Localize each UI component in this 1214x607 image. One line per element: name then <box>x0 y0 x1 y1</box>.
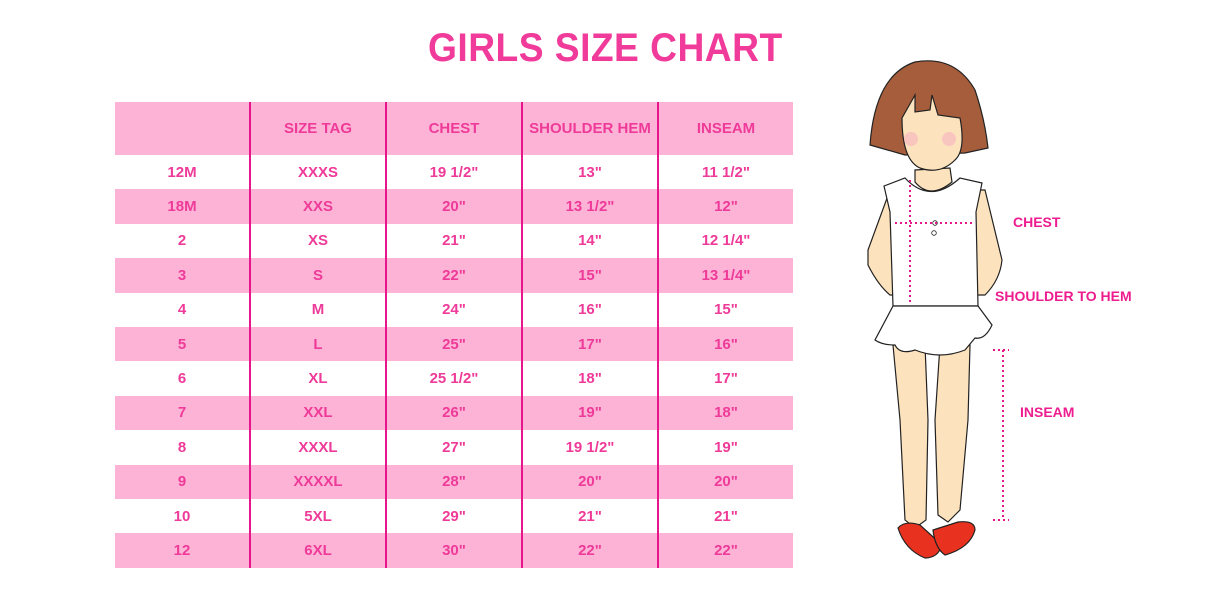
table-cell: 16" <box>657 326 793 362</box>
table-cell: 13 1/4" <box>657 258 793 293</box>
table-cell: XXXXL <box>249 464 386 499</box>
table-cell: XXXS <box>249 155 386 190</box>
table-cell: 30" <box>385 533 522 568</box>
column-header: CHEST <box>385 102 522 155</box>
table-cell: 15" <box>657 292 793 327</box>
table-row: 18M XXS 20" 13 1/2" 12" <box>115 189 793 224</box>
table-row: 10 5XL 29" 21" 21" <box>115 498 793 534</box>
table-cell: 18" <box>657 395 793 431</box>
table-cell: 2 <box>177 232 187 250</box>
table-cell: 27" <box>385 430 522 465</box>
table-row: 2 XS 21" 14" 12 1/4" <box>115 223 793 259</box>
table-cell: 6 <box>177 370 187 388</box>
table-row: 5 L 25" 17" 16" <box>115 326 793 362</box>
table-cell: 25 1/2" <box>385 361 522 396</box>
table-cell: 22" <box>657 533 793 568</box>
table-cell: 8 <box>177 438 187 456</box>
inseam-label: INSEAM <box>1020 404 1075 420</box>
shoulder-to-hem-label: SHOULDER TO HEM <box>995 288 1132 304</box>
table-cell: 13 1/2" <box>521 189 658 224</box>
left-shoe <box>897 522 943 559</box>
skirt <box>874 305 993 356</box>
table-cell: 26" <box>385 395 522 431</box>
table-cell: 12 1/4" <box>657 223 793 259</box>
table-cell: 13" <box>521 155 658 190</box>
table-cell: 10 <box>173 507 191 525</box>
column-header: SHOULDER HEM <box>521 102 658 155</box>
table-row: 3 S 22" 15" 13 1/4" <box>115 258 793 293</box>
table-cell: 21" <box>521 498 658 534</box>
left-leg <box>892 344 929 529</box>
table-cell: XXL <box>249 395 386 431</box>
table-cell: 19" <box>521 395 658 431</box>
column-header <box>115 102 250 155</box>
table-cell: 19 1/2" <box>521 430 658 465</box>
table-cell: 21" <box>657 498 793 534</box>
size-chart-table: SIZE TAG CHEST SHOULDER HEM INSEAM 12M XXXS 1… <box>115 102 793 568</box>
shirt <box>883 177 983 307</box>
table-cell: 6XL <box>249 533 386 568</box>
table-cell: 12 <box>115 533 250 568</box>
table-cell: XL <box>249 361 386 396</box>
table-body: 12M XXXS 19 1/2" 13" 11 1/2" 18M XXS 20" 13 1/2"… <box>115 155 793 568</box>
table-cell: 20" <box>657 464 793 499</box>
table-cell: 29" <box>385 498 522 534</box>
table-cell: 7 <box>115 395 250 431</box>
table-cell: 3 <box>115 258 250 293</box>
table-row: 8 XXXL 27" 19 1/2" 19" <box>115 430 793 465</box>
table-row: 6 XL 25 1/2" 18" 17" <box>115 361 793 396</box>
table-cell: 22" <box>521 533 658 568</box>
table-cell: 11 1/2" <box>657 155 793 190</box>
table-cell: L <box>249 326 386 362</box>
table-row: 4 M 24" 16" 15" <box>115 292 793 327</box>
table-cell: 18M <box>115 189 250 224</box>
right-leg <box>934 344 971 523</box>
table-cell: M <box>249 292 386 327</box>
column-header: SIZE TAG <box>249 102 386 155</box>
table-cell: 21" <box>385 223 522 259</box>
column-header: INSEAM <box>657 102 793 155</box>
table-cell: 28" <box>385 464 522 499</box>
table-cell: XXS <box>249 189 386 224</box>
table-cell: 20" <box>521 464 658 499</box>
table-cell: 4 <box>177 301 187 319</box>
table-cell: 16" <box>521 292 658 327</box>
table-cell: 19 1/2" <box>385 155 522 190</box>
table-cell: 17" <box>521 326 658 362</box>
table-cell: 9 <box>115 464 250 499</box>
table-cell: 5XL <box>249 498 386 534</box>
table-row: 12M XXXS 19 1/2" 13" 11 1/2" <box>115 155 793 190</box>
table-cell: 22" <box>385 258 522 293</box>
table-cell: 12" <box>657 189 793 224</box>
table-row: 12 6XL 30" 22" 22" <box>115 533 793 568</box>
table-cell: 25" <box>385 326 522 362</box>
table-cell: 5 <box>115 326 250 362</box>
face <box>901 92 963 171</box>
table-cell: 19" <box>657 430 793 465</box>
table-cell: 15" <box>521 258 658 293</box>
table-cell: 17" <box>657 361 793 396</box>
table-cell: S <box>249 258 386 293</box>
table-cell: XS <box>249 223 386 259</box>
chest-label: CHEST <box>1013 214 1061 230</box>
table-cell: 14" <box>521 223 658 259</box>
table-cell: 24" <box>385 292 522 327</box>
right-shoe <box>932 521 976 556</box>
table-cell: 20" <box>385 189 522 224</box>
table-cell: XXXL <box>249 430 386 465</box>
table-cell: 18" <box>521 361 658 396</box>
page-title: GIRLS SIZE CHART <box>428 26 783 70</box>
table-cell: 12M <box>167 163 197 181</box>
table-row: 9 XXXXL 28" 20" 20" <box>115 464 793 499</box>
header-row: SIZE TAG CHEST SHOULDER HEM INSEAM <box>115 102 793 155</box>
table-row: 7 XXL 26" 19" 18" <box>115 395 793 431</box>
